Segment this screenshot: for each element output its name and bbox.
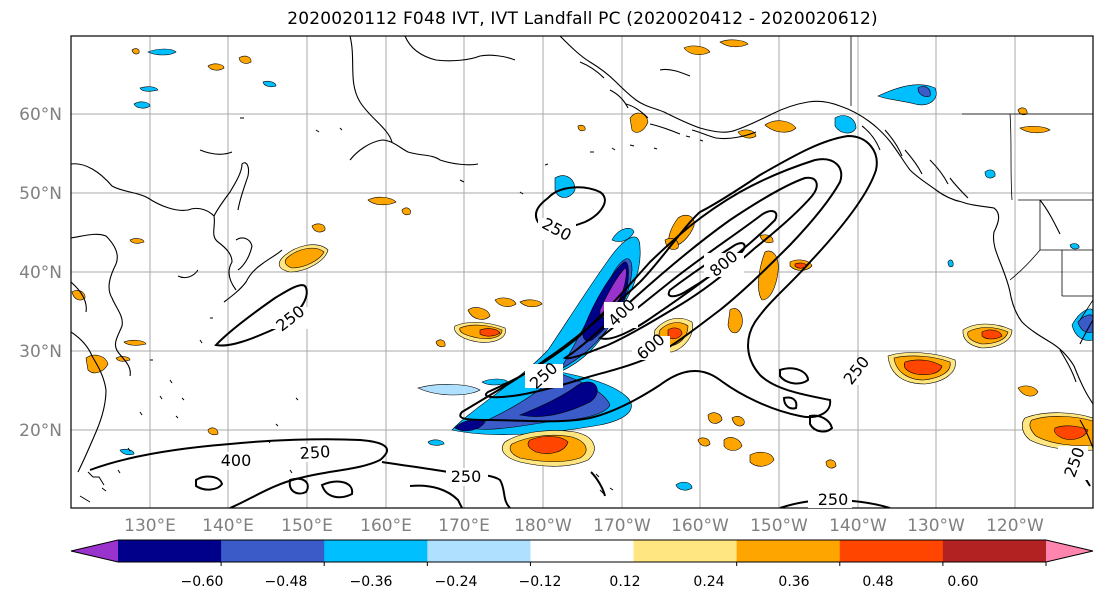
colorbar-outline bbox=[70, 539, 1094, 563]
map-panel: 250 250 250 400 250 250 250 600 800 250 … bbox=[19, 35, 1094, 536]
lat-label: 60°N bbox=[19, 105, 62, 125]
positive-pc-fill bbox=[71, 39, 1093, 469]
longitude-labels: 130°E 140°E 150°E 160°E 170°E 180°W 170°… bbox=[124, 516, 1044, 536]
colorbar-tick-label: 0.12 bbox=[609, 574, 640, 590]
colorbar-tick-label: −0.12 bbox=[519, 574, 562, 590]
contour-label: 250 bbox=[299, 442, 331, 463]
colorbar-tick-labels: −0.60 −0.48 −0.36 −0.24 −0.12 0.12 0.24 … bbox=[181, 574, 979, 590]
colorbar-tick-label: −0.60 bbox=[181, 574, 224, 590]
latitude-labels: 20°N 30°N 40°N 50°N 60°N bbox=[19, 105, 62, 441]
gridlines bbox=[71, 36, 1093, 508]
contour-label: 250 bbox=[818, 490, 849, 509]
lon-label: 150°W bbox=[750, 516, 808, 536]
colorbar-cell bbox=[839, 540, 944, 562]
map-title: 2020020112 F048 IVT, IVT Landfall PC (20… bbox=[287, 9, 878, 29]
lon-label: 140°E bbox=[202, 516, 254, 536]
colorbar-tick-label: 0.48 bbox=[862, 574, 893, 590]
lon-label: 130°W bbox=[907, 516, 965, 536]
colorbar-cell bbox=[427, 540, 532, 562]
map-frame bbox=[70, 35, 1094, 509]
colorbar-cell bbox=[118, 540, 222, 562]
colorbar-tick-label: 0.24 bbox=[693, 574, 724, 590]
lon-label: 180°W bbox=[514, 516, 572, 536]
coastlines bbox=[71, 36, 1093, 473]
lon-label: 170°W bbox=[593, 516, 651, 536]
lon-label: 170°E bbox=[438, 516, 490, 536]
colorbar-tick-label: −0.36 bbox=[350, 574, 393, 590]
lon-label: 130°E bbox=[124, 516, 176, 536]
colorbar-tick-label: 0.36 bbox=[778, 574, 809, 590]
colorbar-cell bbox=[530, 540, 635, 562]
lon-label: 150°E bbox=[281, 516, 333, 536]
colorbar-extend-high bbox=[1046, 540, 1093, 562]
lat-label: 30°N bbox=[19, 342, 62, 362]
colorbar-cell bbox=[633, 540, 738, 562]
colorbar-cell bbox=[736, 540, 841, 562]
lat-label: 20°N bbox=[19, 421, 62, 441]
lat-label: 40°N bbox=[19, 263, 62, 283]
lon-label: 120°W bbox=[986, 516, 1044, 536]
contour-label: 250 bbox=[451, 467, 482, 486]
colorbar: −0.60 −0.48 −0.36 −0.24 −0.12 0.12 0.24 … bbox=[70, 539, 1094, 590]
lat-label: 50°N bbox=[19, 184, 62, 204]
colorbar-cell bbox=[942, 540, 1047, 562]
colorbar-cells bbox=[70, 539, 1094, 566]
borders bbox=[850, 36, 1093, 321]
contour-label: 400 bbox=[221, 451, 252, 470]
lon-label: 140°W bbox=[829, 516, 887, 536]
colorbar-extend-low bbox=[71, 540, 118, 562]
colorbar-cell bbox=[324, 540, 428, 562]
lon-label: 160°E bbox=[360, 516, 412, 536]
colorbar-tick-label: −0.24 bbox=[435, 574, 478, 590]
colorbar-cell bbox=[221, 540, 325, 562]
colorbar-tick-label: 0.60 bbox=[947, 574, 978, 590]
colorbar-tick-label: −0.48 bbox=[265, 574, 308, 590]
lon-label: 160°W bbox=[671, 516, 729, 536]
